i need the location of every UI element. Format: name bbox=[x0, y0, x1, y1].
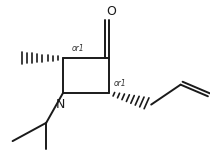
Text: or1: or1 bbox=[113, 79, 126, 88]
Text: O: O bbox=[106, 5, 116, 18]
Text: or1: or1 bbox=[71, 44, 84, 53]
Text: N: N bbox=[56, 98, 66, 111]
